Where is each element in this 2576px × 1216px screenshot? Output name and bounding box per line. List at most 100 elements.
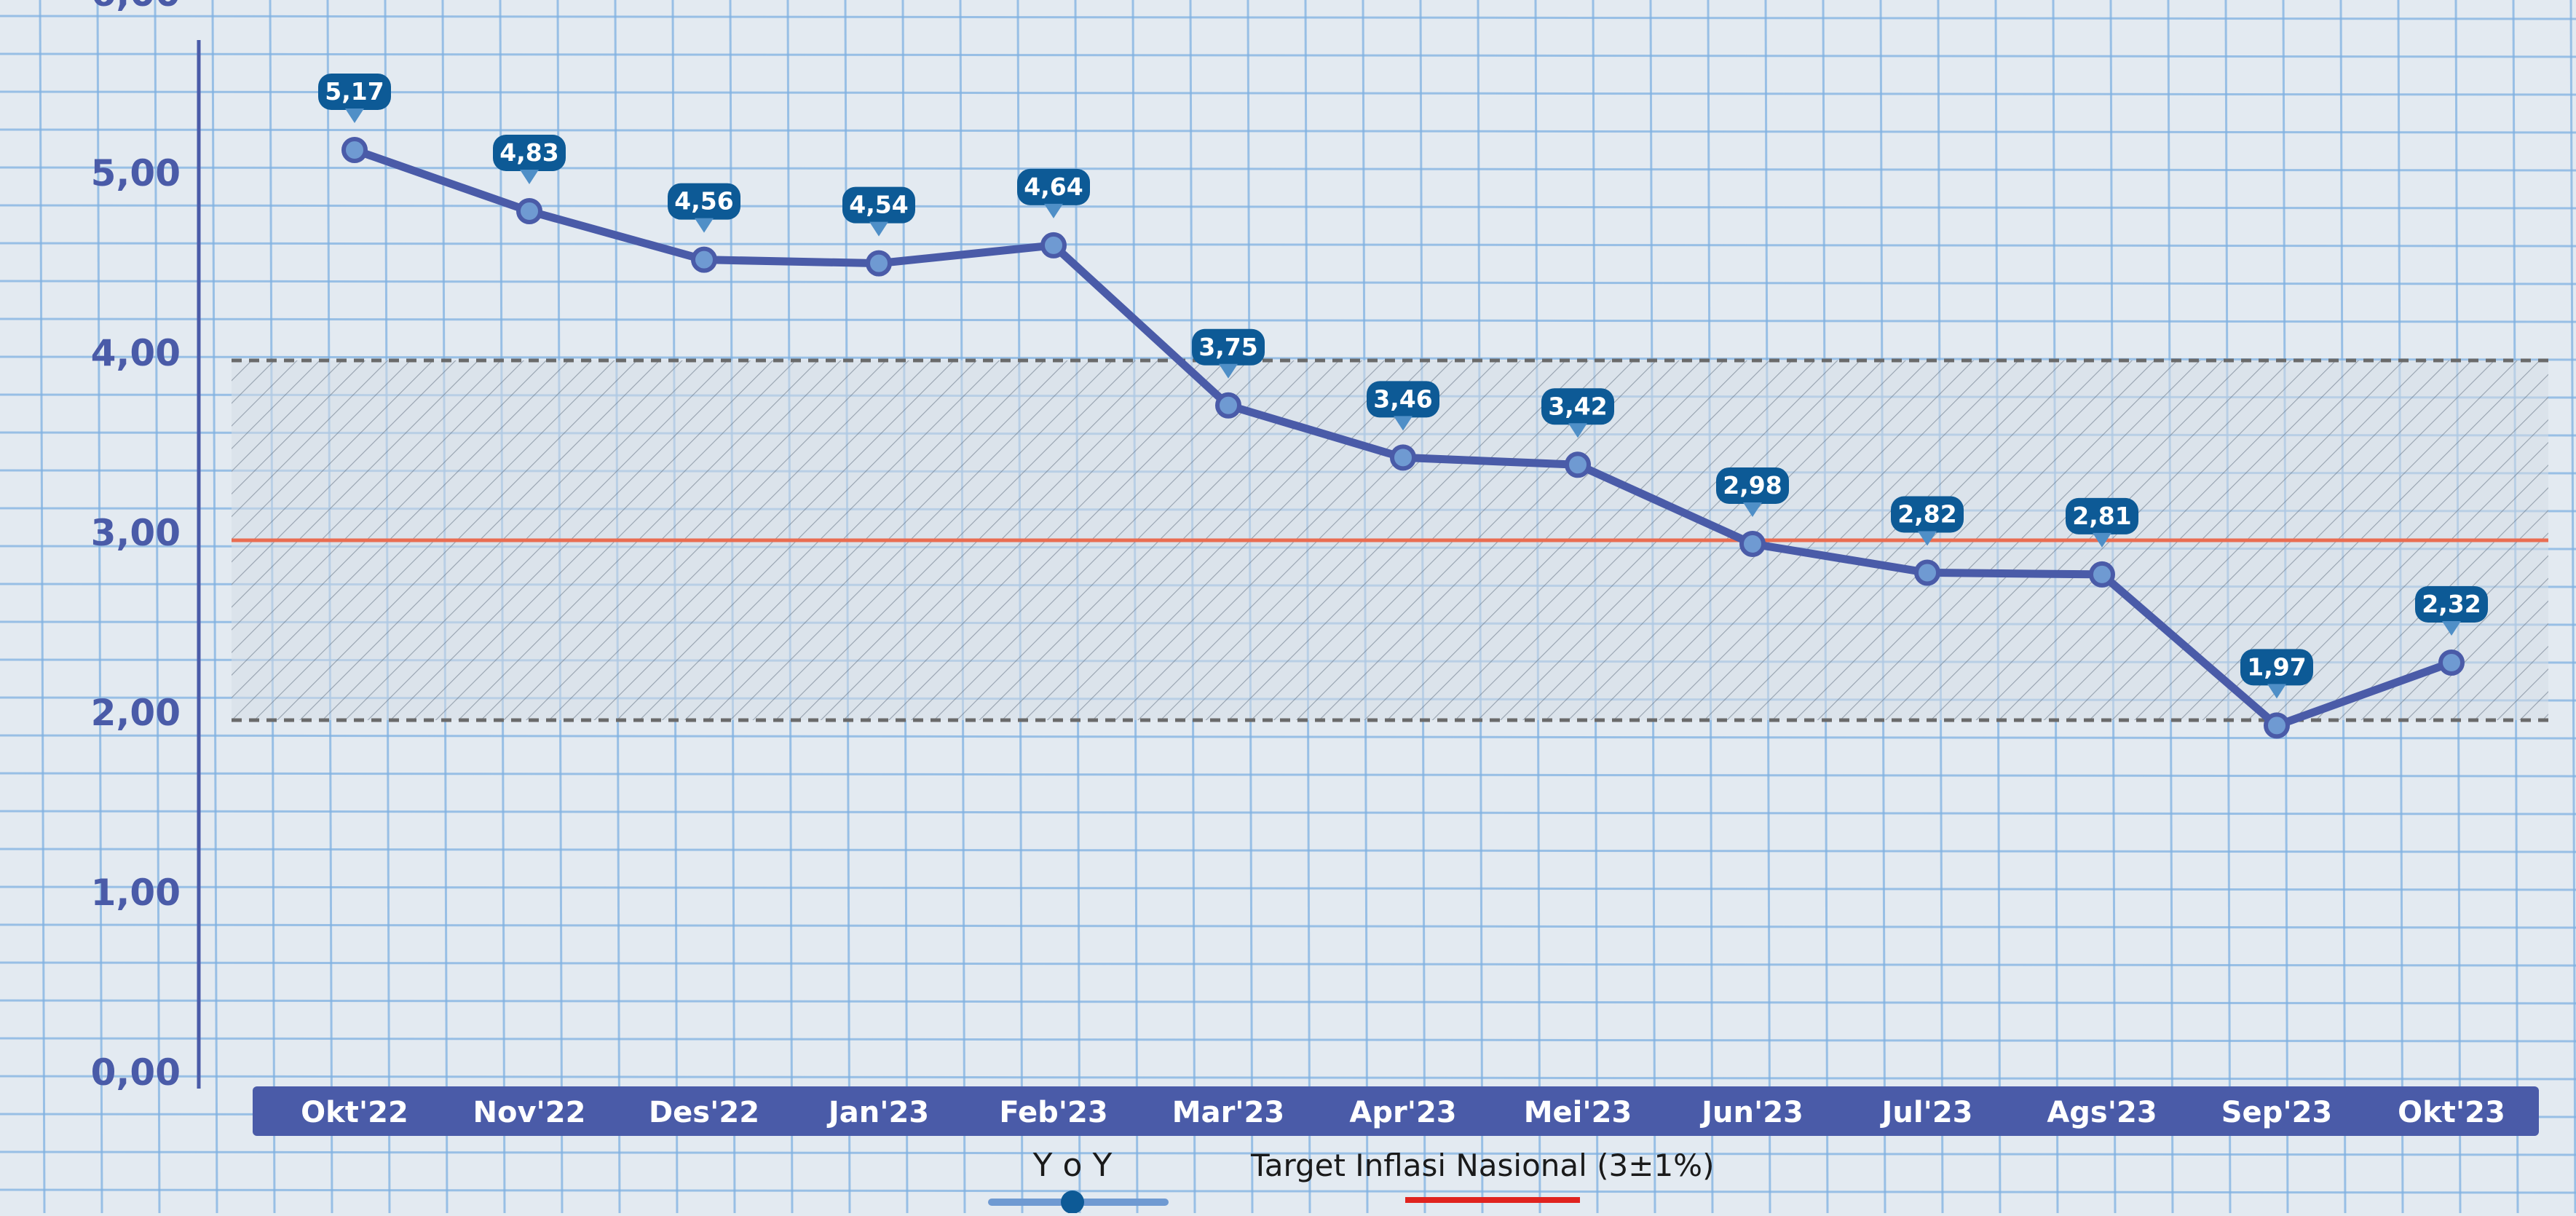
data-label-bubble	[1017, 168, 1090, 205]
data-label-text: 4,54	[849, 191, 908, 219]
grid-line-vertical	[2569, 0, 2576, 1214]
data-point	[1739, 530, 1766, 557]
data-label-bubble	[668, 183, 740, 220]
data-label-bubble	[1367, 381, 1439, 418]
data-label-bubble	[493, 134, 566, 171]
grid-line-horizontal	[0, 810, 2576, 816]
x-axis-band	[253, 1086, 2539, 1136]
target-band	[232, 358, 2548, 722]
data-label-pointer	[869, 221, 888, 237]
data-label-bubble	[1192, 328, 1265, 366]
grid-line-horizontal	[0, 734, 2576, 740]
data-point	[1040, 232, 1067, 258]
grid-line-horizontal	[0, 1150, 2576, 1156]
grid-line-horizontal	[0, 961, 2576, 967]
grid-line-horizontal	[0, 355, 2576, 361]
data-label-pointer	[695, 218, 714, 233]
x-tick-label: Des'22	[649, 1096, 759, 1129]
grid-line-horizontal	[0, 204, 2576, 210]
y-tick-label: 0,00	[91, 1051, 181, 1094]
series-yoy	[341, 137, 2465, 739]
grid-line-horizontal	[0, 317, 2576, 323]
data-label: 4,54	[842, 186, 915, 237]
grid-line-horizontal	[0, 15, 2576, 20]
x-tick-label: Ags'23	[2047, 1096, 2157, 1129]
data-label-text: 3,46	[1373, 384, 1432, 413]
x-tick-label: Mei'23	[1524, 1096, 1632, 1129]
y-tick-label: 4,00	[91, 332, 181, 374]
data-label: 3,46	[1367, 381, 1439, 431]
data-point	[2438, 649, 2465, 676]
y-tick-label: 2,00	[91, 692, 181, 734]
legend-target-label: Target Inflasi Nasional (3±1%)	[1250, 1148, 1714, 1183]
data-label-pointer	[1219, 363, 1238, 379]
grid-line-vertical	[96, 0, 103, 1214]
data-label-text: 3,75	[1198, 333, 1257, 361]
data-point	[516, 197, 542, 224]
legend-yoy-label: Y o Y	[1032, 1147, 1113, 1184]
x-tick-label: Okt'22	[301, 1096, 408, 1129]
axes: 0,00 1,00 2,00 3,00 4,00 5,00 6,00 Okt'22 Nov'22…	[91, 0, 2539, 1136]
data-label-pointer	[1568, 423, 1587, 438]
grid-line-horizontal	[0, 1037, 2576, 1043]
data-label-text: 2,32	[2422, 590, 2481, 618]
grid-line-horizontal	[0, 999, 2576, 1005]
grid-line-vertical	[154, 0, 161, 1214]
data-point	[1565, 451, 1591, 478]
data-label-bubble	[842, 186, 915, 224]
data-point	[2089, 561, 2115, 588]
data-label-bubble	[2066, 497, 2138, 534]
grid-line-horizontal	[0, 166, 2576, 172]
grid-line-horizontal	[0, 1075, 2576, 1081]
data-label-text: 2,82	[1897, 500, 1956, 528]
data-label: 3,75	[1192, 328, 1265, 379]
data-label-pointer	[345, 108, 364, 124]
grid-line-horizontal	[0, 772, 2576, 778]
grid-line-horizontal	[0, 242, 2576, 248]
grid-line-horizontal	[0, 1188, 2576, 1194]
data-label-bubble	[2240, 649, 2313, 686]
legend: Y o Y Target Inflasi Nasional (3±1%)	[988, 1147, 1714, 1214]
data-label-pointer	[1743, 502, 1762, 517]
grid-line-vertical	[211, 0, 218, 1214]
data-point	[341, 137, 368, 164]
y-tick-label: 5,00	[91, 152, 181, 194]
x-tick-label: Mar'23	[1172, 1096, 1284, 1129]
grid-line-horizontal	[0, 280, 2576, 285]
grid-line-horizontal	[0, 128, 2576, 134]
data-label-pointer	[520, 169, 539, 184]
grid-line-horizontal	[0, 90, 2576, 96]
data-label: 2,32	[2415, 585, 2488, 636]
grid-line-horizontal	[0, 923, 2576, 929]
data-label-text: 4,64	[1024, 173, 1083, 201]
data-label-pointer	[2267, 684, 2286, 699]
data-point	[2264, 712, 2290, 739]
y-tick-label: 1,00	[91, 872, 181, 914]
data-label-pointer	[2093, 532, 2111, 548]
x-tick-label: Apr'23	[1349, 1096, 1456, 1129]
data-label-pointer	[1394, 416, 1413, 431]
grid-line-horizontal	[0, 885, 2576, 891]
data-label: 5,17	[318, 74, 391, 124]
data-label-text: 1,97	[2247, 652, 2306, 681]
data-label: 1,97	[2240, 649, 2313, 699]
data-label-text: 2,81	[2072, 502, 2131, 530]
data-label-text: 5,17	[325, 77, 384, 106]
data-label-bubble	[2415, 585, 2488, 623]
data-label-pointer	[2442, 620, 2461, 636]
data-label: 3,42	[1541, 388, 1614, 438]
data-label: 4,64	[1017, 168, 1090, 218]
data-label: 2,81	[2066, 497, 2138, 548]
grid-line-horizontal	[0, 52, 2576, 58]
x-tick-label: Sep'23	[2221, 1096, 2332, 1129]
data-point	[1215, 392, 1241, 419]
data-label-text: 4,56	[674, 187, 733, 216]
data-label: 4,83	[493, 134, 566, 184]
legend-yoy-marker	[1061, 1191, 1084, 1214]
data-point	[691, 246, 717, 273]
x-tick-label: Nov'22	[473, 1096, 586, 1129]
data-label-text: 3,42	[1548, 392, 1607, 420]
y-tick-label: 6,00	[91, 0, 181, 15]
data-label-pointer	[1044, 203, 1063, 218]
